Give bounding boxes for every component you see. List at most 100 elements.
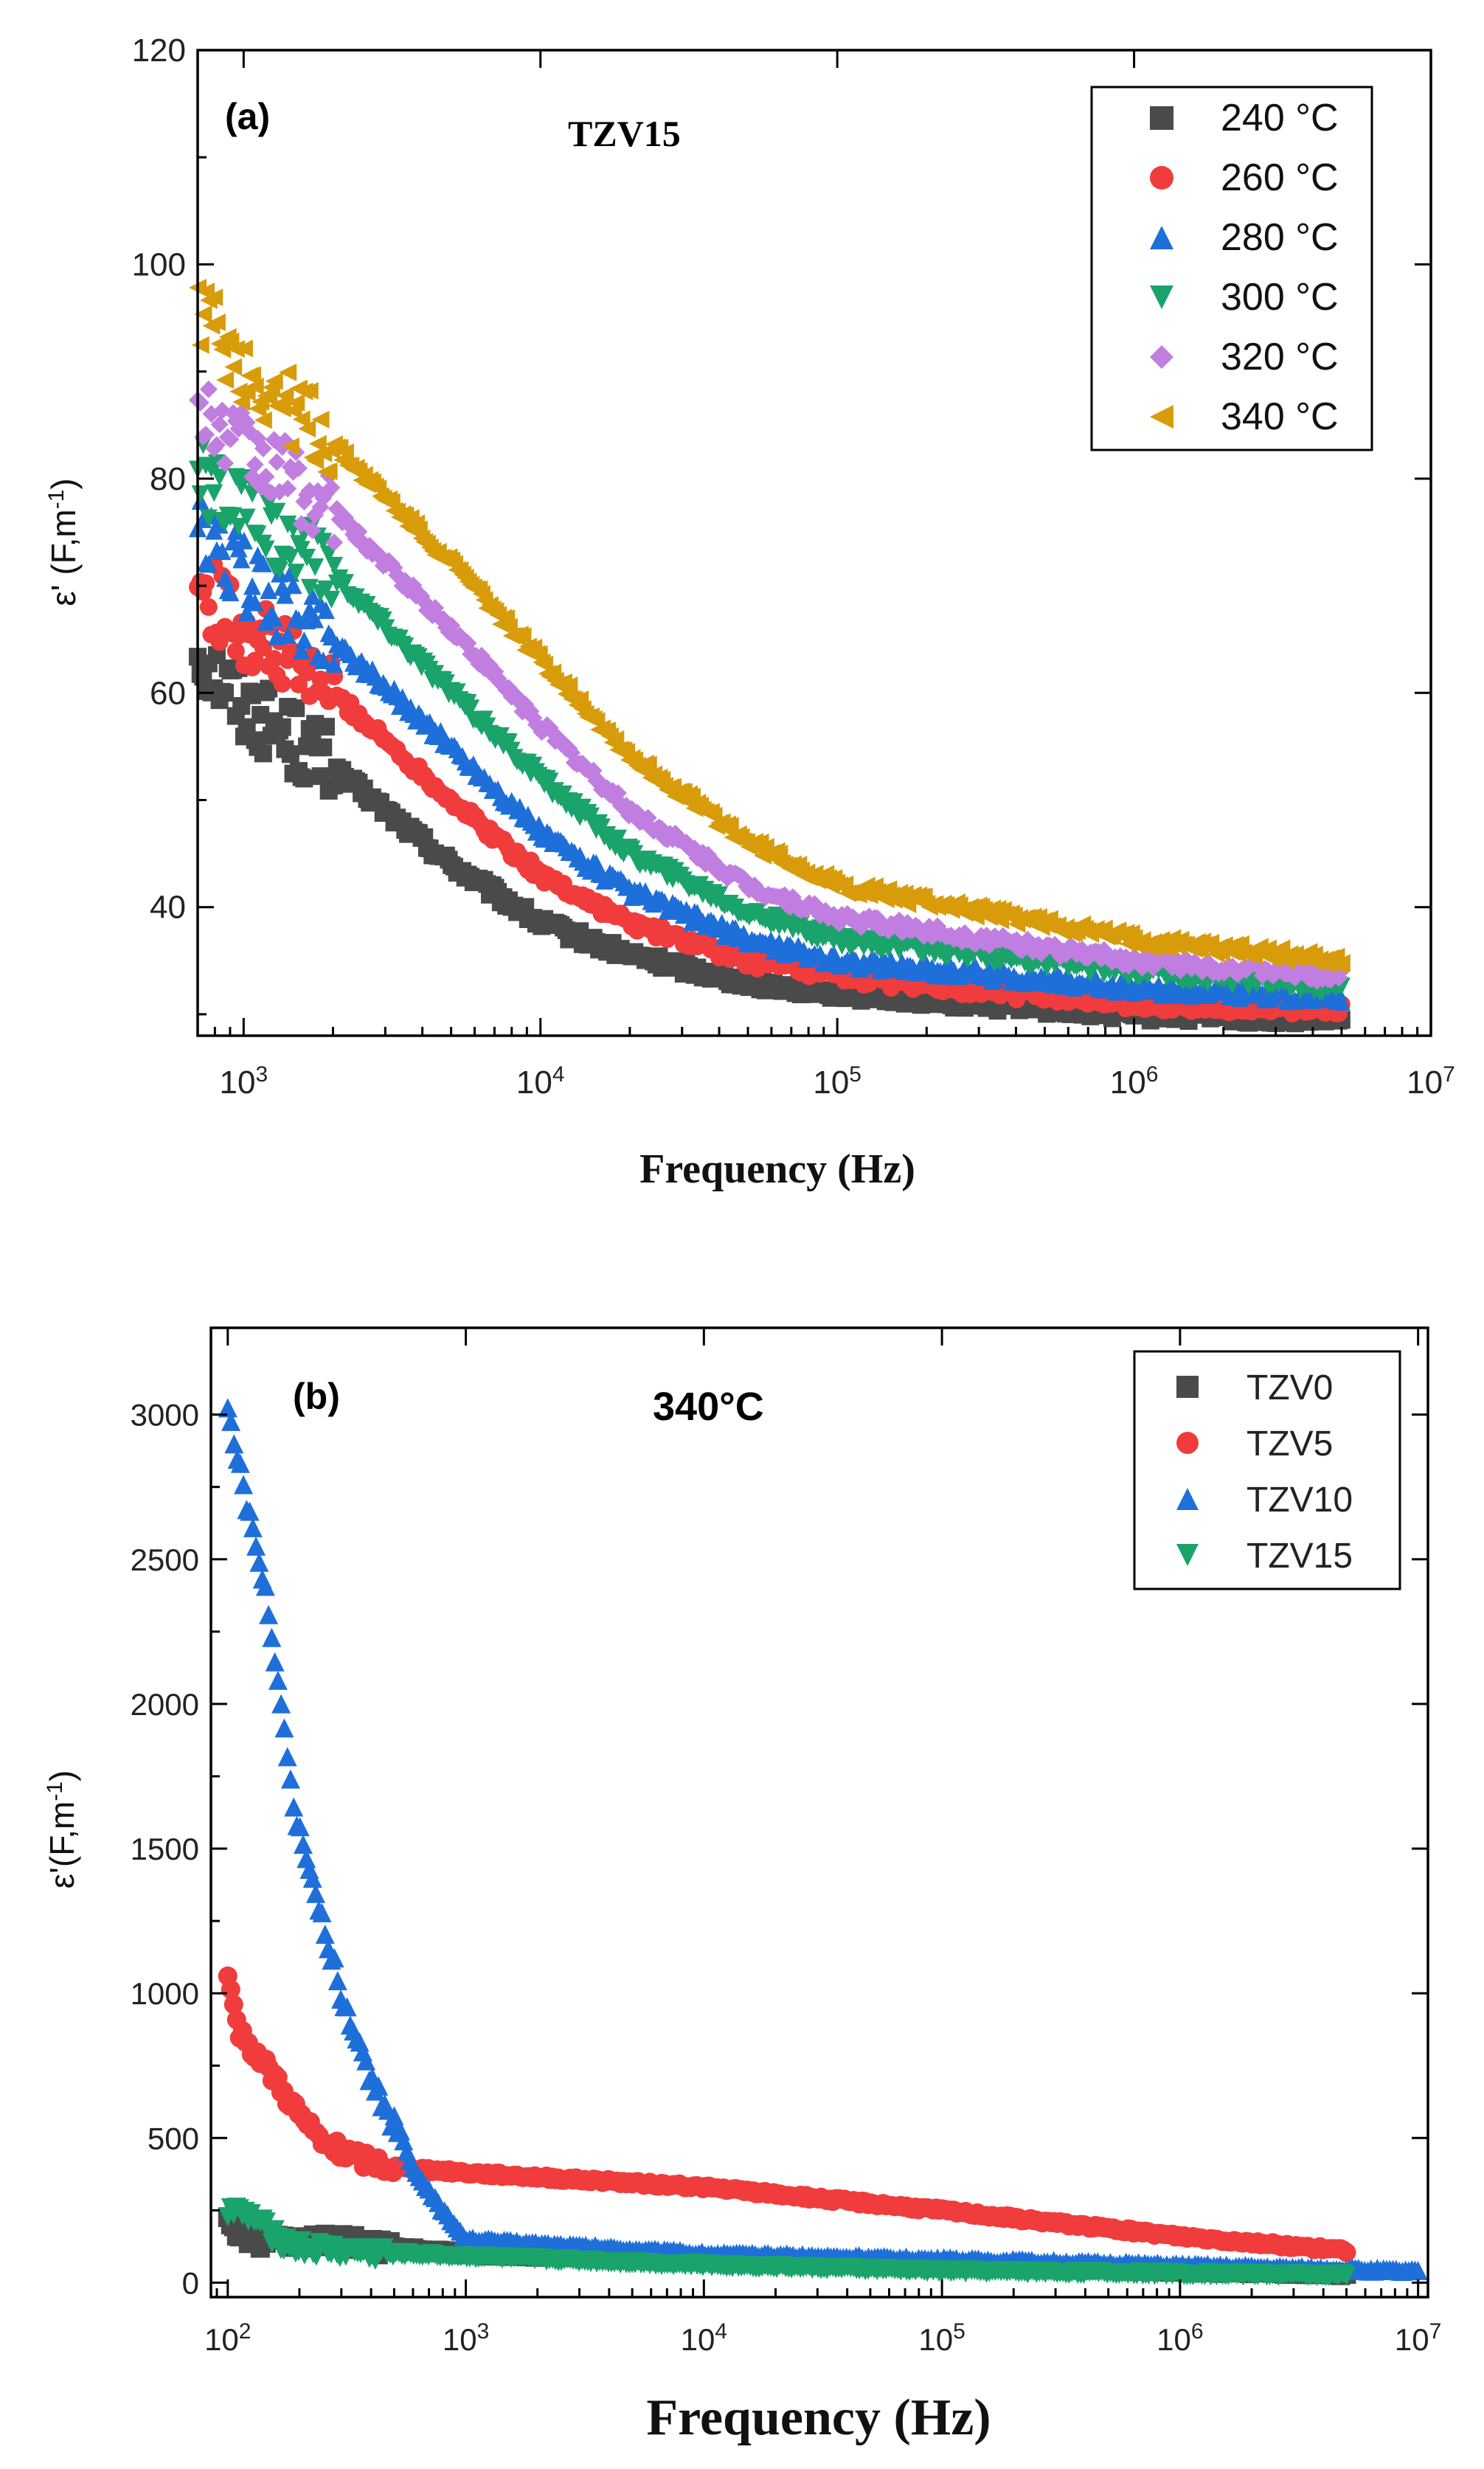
- data-point-tzv10: [284, 1797, 304, 1817]
- y-tick-label: 2500: [131, 1542, 199, 1577]
- data-point-300-c: [541, 772, 559, 791]
- x-ticks-a: 103 104 105 106 107: [196, 50, 1455, 1101]
- data-point-300-c: [257, 540, 275, 558]
- legend-a: [1090, 86, 1373, 451]
- data-point-tzv10: [293, 1835, 313, 1855]
- data-point-240-c: [295, 769, 313, 788]
- legend-label: TZV0: [1247, 1368, 1333, 1407]
- legend-label: 320 °C: [1221, 336, 1339, 378]
- legend-marker-1: [1176, 1432, 1199, 1454]
- data-point-tzv10: [246, 1536, 266, 1556]
- data-point-tzv10: [249, 1552, 269, 1572]
- legend-marker-2: [1150, 226, 1173, 249]
- data-point-340-c: [308, 434, 327, 453]
- y-axis-title-b: ε'(F,m-1): [43, 1770, 82, 1889]
- data-point-280-c: [237, 603, 256, 622]
- data-point-340-c: [243, 366, 262, 384]
- data-point-280-c: [260, 581, 278, 600]
- data-point-340-c: [224, 358, 243, 376]
- data-point-340-c: [513, 627, 532, 645]
- y-tick-label: 500: [148, 2121, 199, 2155]
- data-point-320-c: [325, 533, 344, 552]
- data-point-320-c: [609, 784, 628, 803]
- panel-label-b: (b): [293, 1376, 340, 1417]
- x-tick-label: 107: [1395, 2319, 1441, 2358]
- data-point-tzv10: [280, 1769, 300, 1789]
- legend-label: 280 °C: [1221, 216, 1339, 259]
- data-point-340-c: [281, 437, 299, 455]
- data-point-300-c: [462, 699, 480, 718]
- data-point-300-c: [205, 484, 223, 502]
- data-point-tzv10: [265, 1652, 285, 1672]
- data-point-300-c: [249, 525, 267, 544]
- data-point-240-c: [314, 738, 333, 757]
- y-tick-label: 60: [150, 675, 186, 711]
- legend-label: TZV15: [1247, 1537, 1353, 1576]
- data-point-tzv10: [290, 1817, 310, 1837]
- data-point-280-c: [221, 584, 240, 602]
- data-point-320-c: [199, 380, 218, 398]
- data-point-300-c: [191, 485, 209, 504]
- data-point-340-c: [287, 393, 305, 412]
- data-point-280-c: [530, 815, 548, 834]
- legend-marker-1: [1150, 166, 1173, 190]
- data-point-340-c: [246, 377, 264, 395]
- data-point-240-c: [254, 744, 272, 763]
- legend-items-b: TZV0 TZV5 TZV10 TZV15: [1176, 1368, 1353, 1576]
- data-point-260-c: [226, 642, 245, 660]
- data-point-300-c: [325, 556, 344, 575]
- x-tick-label: 104: [681, 2319, 727, 2358]
- data-point-260-c: [254, 639, 272, 657]
- x-ticks-b: 102 103 104 105 106 107: [204, 1328, 1441, 2357]
- data-point-340-c: [254, 411, 272, 429]
- data-point-340-c: [205, 288, 223, 307]
- data-point-320-c: [207, 436, 226, 454]
- data-point-280-c: [292, 641, 311, 659]
- data-point-tzv10: [356, 2051, 376, 2071]
- legend-label: 260 °C: [1221, 156, 1339, 199]
- y-tick-label: 3000: [131, 1398, 199, 1433]
- data-point-320-c: [279, 479, 297, 498]
- legend-marker-0: [1150, 106, 1173, 130]
- legend-label: TZV10: [1247, 1481, 1353, 1520]
- data-point-340-c: [273, 399, 291, 418]
- data-point-tzv15: [1336, 2266, 1356, 2286]
- data-point-tzv10: [369, 2076, 389, 2096]
- data-point-tzv10: [243, 1517, 263, 1537]
- legend-marker-3: [1150, 285, 1173, 309]
- data-point-260-c: [311, 670, 330, 688]
- data-point-240-c: [281, 745, 299, 763]
- data-point-320-c: [257, 468, 275, 486]
- data-point-340-c: [292, 410, 311, 429]
- data-point-300-c: [565, 793, 583, 811]
- data-point-340-c: [639, 755, 657, 774]
- data-point-340-c: [336, 443, 354, 461]
- y-axis-title-a: ε' (F,m-1): [44, 478, 83, 606]
- y-tick-label: 120: [132, 32, 186, 69]
- data-point-280-c: [226, 522, 245, 540]
- data-point-280-c: [303, 586, 322, 605]
- data-point-tzv10: [259, 1604, 279, 1624]
- data-point-280-c: [587, 853, 606, 872]
- data-point-tzv10: [325, 1948, 344, 1968]
- data-point-300-c: [268, 502, 286, 521]
- data-point-tzv10: [327, 1970, 347, 1990]
- data-point-tzv10: [218, 1398, 237, 1418]
- data-point-340-c: [229, 382, 248, 401]
- axis-frame-b: [209, 1326, 1429, 2299]
- data-point-340-c: [300, 381, 319, 400]
- legend-items-a: 240 °C 260 °C 280 °C 300 °C 320 °C 340 °C: [1150, 97, 1339, 438]
- data-point-280-c: [325, 654, 344, 673]
- data-point-260-c: [210, 633, 229, 651]
- data-point-280-c: [279, 626, 297, 645]
- legend-marker-5: [1150, 405, 1173, 429]
- data-point-340-c: [260, 388, 278, 406]
- data-point-300-c: [316, 580, 335, 598]
- plot-b-points: [218, 1398, 1428, 2287]
- data-point-300-c: [300, 578, 319, 597]
- data-point-340-c: [235, 339, 253, 358]
- chart-panel-b: 0 500 1000 1500 2000 2500 3000 102 103 104 105 106…: [43, 1326, 1441, 2446]
- data-point-tzv10: [306, 1883, 326, 1903]
- data-point-tzv10: [271, 1694, 291, 1714]
- x-tick-label: 106: [1110, 1062, 1159, 1101]
